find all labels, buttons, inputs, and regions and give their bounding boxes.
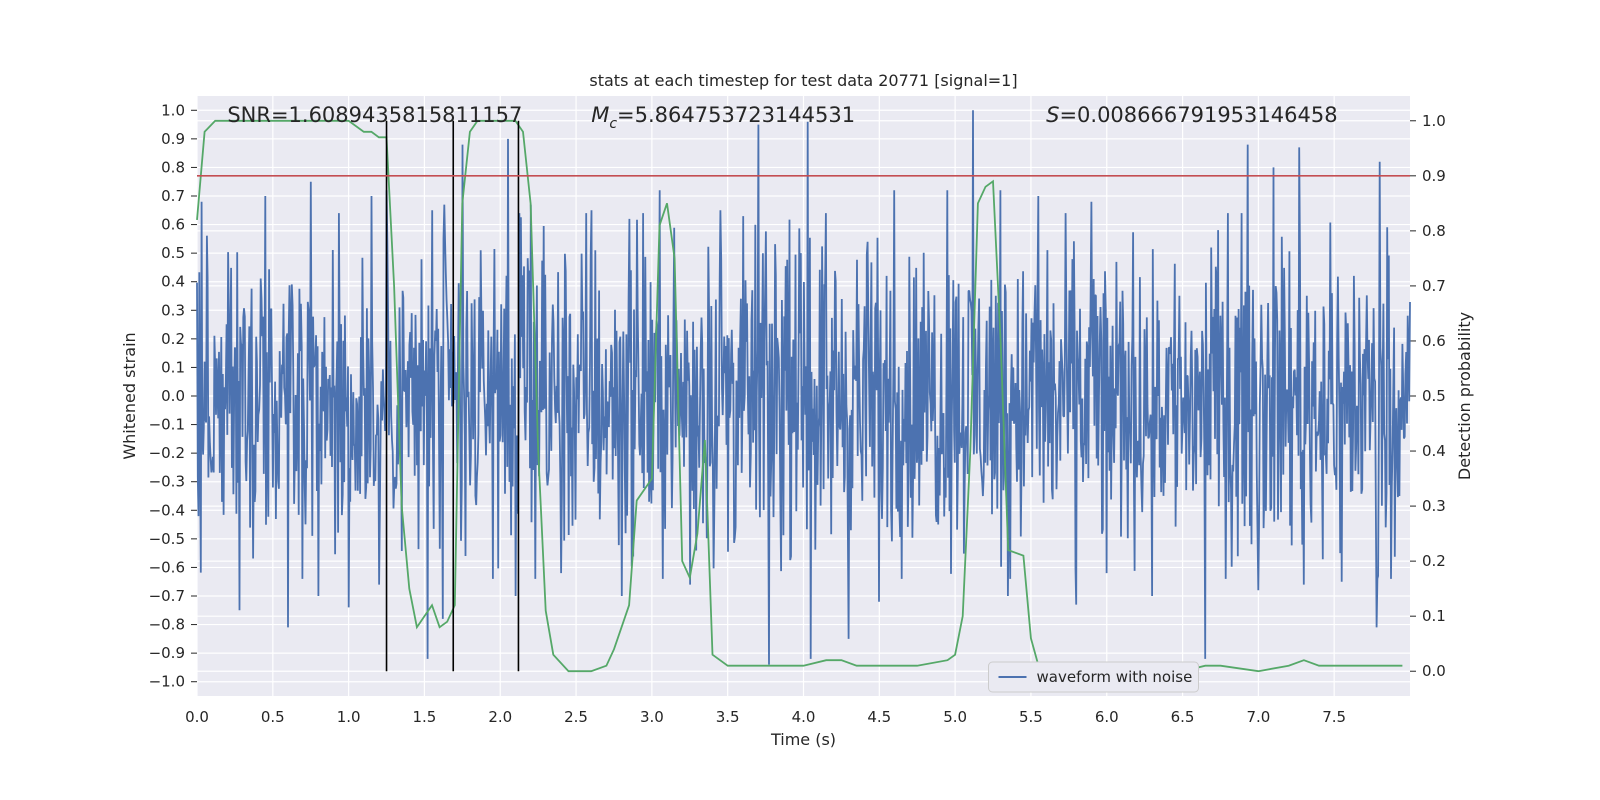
legend-label: waveform with noise xyxy=(1037,668,1193,686)
x-tick-label: 1.0 xyxy=(337,708,361,726)
y-right-tick-label: 0.0 xyxy=(1422,662,1446,680)
s-value: =0.008666791953146458 xyxy=(1059,103,1337,127)
y-tick-label: 0.1 xyxy=(161,358,185,376)
y-tick-label: −1.0 xyxy=(149,673,185,691)
y-tick-label: 0.5 xyxy=(161,244,185,262)
y-tick-label: 0.7 xyxy=(161,187,185,205)
y-tick-label: −0.2 xyxy=(149,444,185,462)
vertical-markers xyxy=(385,120,520,672)
y-tick-label: 0.3 xyxy=(161,301,185,319)
x-tick-label: 4.0 xyxy=(792,708,816,726)
y-right-tick-label: 1.0 xyxy=(1422,112,1446,130)
waveform-series xyxy=(196,110,1411,665)
y-tick-labels: 1.0 0.9 0.8 0.7 0.6 0.5 0.4 0.3 0.2 0.1 0.0 −0.1 −0.… xyxy=(149,101,197,691)
snr-annotation: SNR=1.6089435815811157 xyxy=(227,103,522,127)
x-tick-label: 3.5 xyxy=(716,708,740,726)
y-right-tick-labels: 1.0 0.9 0.8 0.7 0.6 0.5 0.4 0.3 0.2 0.1 0.0 xyxy=(1410,112,1446,680)
y-right-tick-label: 0.1 xyxy=(1422,607,1446,625)
y-tick-label: 0.9 xyxy=(161,130,185,148)
chart-title: stats at each timestep for test data 207… xyxy=(589,71,1017,90)
x-tick-label: 5.0 xyxy=(943,708,967,726)
text-layer: stats at each timestep for test data 207… xyxy=(120,71,1474,749)
y-right-tick-label: 0.7 xyxy=(1422,277,1446,295)
y-axis-label: Whitened strain xyxy=(120,332,139,459)
y-tick-label: −0.7 xyxy=(149,587,185,605)
x-tick-label: 1.5 xyxy=(413,708,437,726)
y-tick-label: 1.0 xyxy=(161,101,185,119)
y-tick-label: 0.6 xyxy=(161,216,185,234)
y-right-tick-label: 0.9 xyxy=(1422,167,1446,185)
x-tick-label: 0.0 xyxy=(185,708,209,726)
x-tick-label: 7.5 xyxy=(1322,708,1346,726)
y-tick-label: 0.0 xyxy=(161,387,185,405)
y-tick-label: 0.8 xyxy=(161,158,185,176)
y-tick-label: −0.4 xyxy=(149,501,185,519)
x-tick-label: 4.5 xyxy=(867,708,891,726)
x-tick-label: 6.5 xyxy=(1171,708,1195,726)
y-right-axis-label: Detection probability xyxy=(1455,312,1474,480)
mc-value: =5.864753723144531 xyxy=(617,103,855,127)
y-right-tick-label: 0.3 xyxy=(1422,497,1446,515)
x-tick-label: 3.0 xyxy=(640,708,664,726)
x-tick-labels: 0.0 0.5 1.0 1.5 2.0 2.5 3.0 3.5 4.0 4.5 5.0 5.5 6.0 6… xyxy=(185,708,1346,726)
s-annotation: S=0.008666791953146458 xyxy=(1046,103,1337,127)
y-right-tick-label: 0.5 xyxy=(1422,387,1446,405)
y-right-tick-label: 0.8 xyxy=(1422,222,1446,240)
y-tick-label: −0.8 xyxy=(149,616,185,634)
y-tick-label: −0.1 xyxy=(149,416,185,434)
x-tick-label: 7.0 xyxy=(1246,708,1270,726)
y-tick-label: 0.4 xyxy=(161,273,185,291)
x-tick-label: 2.5 xyxy=(564,708,588,726)
y-tick-label: −0.6 xyxy=(149,558,185,576)
x-axis-label: Time (s) xyxy=(770,730,836,749)
x-tick-label: 0.5 xyxy=(261,708,285,726)
x-tick-label: 6.0 xyxy=(1095,708,1119,726)
mc-symbol: Mc=5.864753723144531 xyxy=(591,103,855,132)
y-tick-label: 0.2 xyxy=(161,330,185,348)
y-right-tick-label: 0.2 xyxy=(1422,552,1446,570)
s-symbol: S=0.008666791953146458 xyxy=(1046,103,1337,127)
legend: waveform with noise xyxy=(988,661,1199,693)
x-tick-label: 5.5 xyxy=(1019,708,1043,726)
y-tick-label: −0.5 xyxy=(149,530,185,548)
y-right-tick-label: 0.4 xyxy=(1422,442,1446,460)
mc-annotation: Mc=5.864753723144531 xyxy=(591,103,855,132)
x-tick-label: 2.0 xyxy=(488,708,512,726)
y-tick-label: −0.9 xyxy=(149,644,185,662)
y-tick-label: −0.3 xyxy=(149,473,185,491)
waveform-line xyxy=(196,110,1411,665)
y-right-tick-label: 0.6 xyxy=(1422,332,1446,350)
legend-box xyxy=(988,661,1199,693)
